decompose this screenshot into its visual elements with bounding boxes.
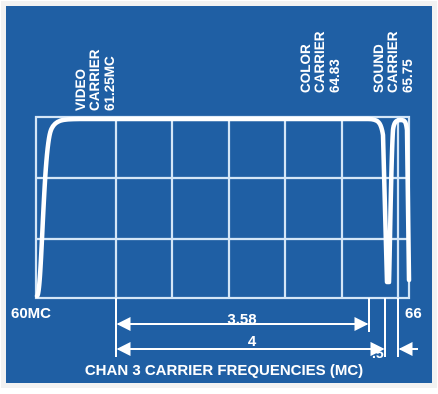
half-mc-dimension-label: .5	[372, 345, 384, 361]
sound-carrier-label: SOUND CARRIER 65.75	[371, 31, 415, 93]
caption: CHAN 3 CARRIER FREQUENCIES (MC)	[85, 362, 363, 379]
video-carrier-label: VIDEO CARRIER 61.25MC	[73, 49, 117, 111]
color-carrier-line1: COLOR	[298, 44, 313, 93]
sound-carrier-line2: CARRIER	[385, 31, 400, 93]
graticule	[34, 115, 411, 300]
color-offset-dimension-label: 3.58	[227, 311, 256, 328]
sound-carrier-line3: 65.75	[400, 59, 415, 93]
color-carrier-line2: CARRIER	[312, 31, 327, 93]
dimension-ticks	[115, 298, 399, 357]
video-carrier-line3: 61.25MC	[102, 56, 117, 111]
sound-carrier-line1: SOUND	[371, 44, 386, 93]
color-carrier-line3: 64.83	[327, 59, 342, 93]
color-carrier-label: COLOR CARRIER 64.83	[298, 31, 342, 93]
left-frequency-label: 60MC	[11, 305, 51, 322]
video-carrier-line2: CARRIER	[87, 49, 102, 111]
video-carrier-line1: VIDEO	[73, 69, 88, 111]
response-trace	[34, 116, 412, 299]
sound-offset-dimension-label: 4	[248, 333, 257, 350]
right-frequency-label: 66	[405, 305, 422, 322]
